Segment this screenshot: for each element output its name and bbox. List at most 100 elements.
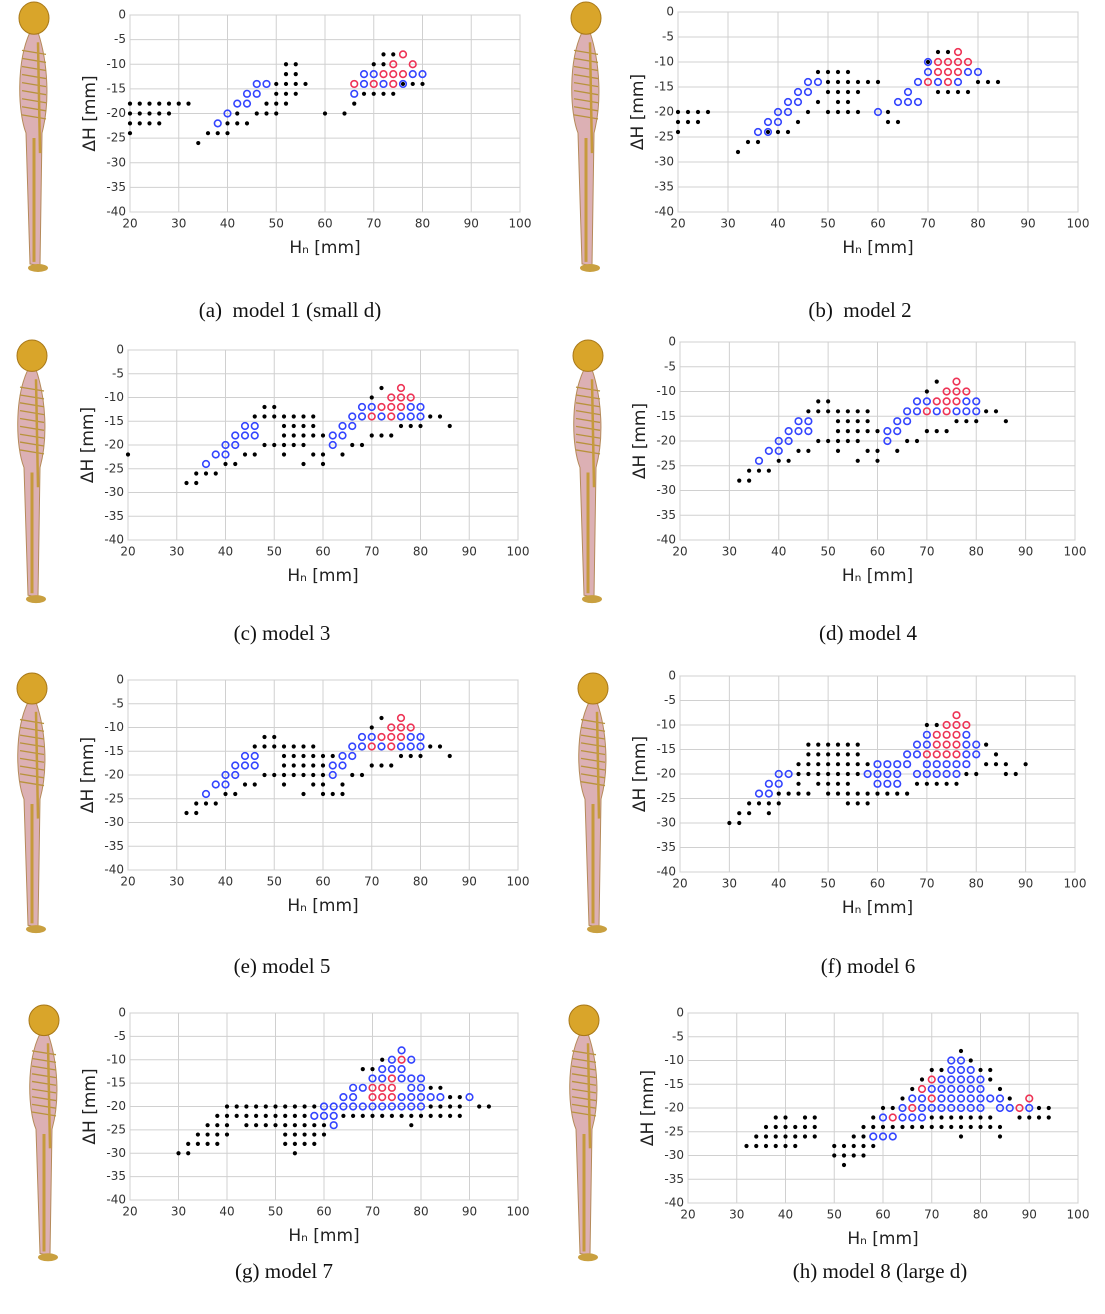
data-point [966,1065,975,1075]
data-point [224,1113,230,1118]
data-point [835,69,841,75]
data-point [358,1102,367,1111]
data-point [361,91,367,96]
data-point [875,79,881,85]
data-point [320,772,326,778]
data-point [937,1103,946,1113]
y-tick-label: -15 [104,414,124,428]
data-point [942,397,951,406]
data-point [302,1141,307,1146]
data-point [802,1115,808,1120]
data-point [252,782,257,787]
data-point [368,1083,377,1092]
data-point [292,1151,297,1156]
data-point [927,1075,936,1084]
x-tick-label: 20 [122,217,137,231]
data-point [389,79,398,89]
x-tick-label: 50 [820,877,835,891]
skeleton-rib [575,410,601,416]
skeleton-rib [580,742,606,748]
data-point [215,1141,220,1146]
y-tick-label: -10 [654,55,674,69]
data-point [293,91,298,96]
data-point [974,771,979,777]
data-point [196,140,201,146]
data-point [964,419,969,424]
data-point [389,433,394,438]
caption: (g) model 7 [235,1259,333,1283]
skeleton-rib [19,765,45,771]
data-point [416,1083,426,1092]
data-point [320,461,326,467]
y-tick-label: -10 [656,718,676,732]
data-point [919,1124,925,1130]
data-point [391,91,396,96]
data-point [942,769,951,779]
y-tick-label: -35 [654,180,674,194]
data-point [796,762,801,767]
data-point [917,1103,927,1113]
data-point [301,442,306,448]
data-point [291,772,296,778]
data-point [912,750,922,759]
data-point [311,423,316,429]
data-point [841,1153,847,1158]
skeleton-rib [19,433,45,439]
data-point [835,752,841,757]
data-point [302,1123,307,1128]
data-point [281,772,287,778]
y-tick-label: -30 [656,816,676,830]
data-point [407,1102,416,1111]
data-point [348,742,357,751]
data-point [727,820,732,826]
data-point [250,421,259,431]
y-tick-label: -5 [664,693,676,707]
data-point [377,402,386,412]
data-point [215,1123,220,1128]
data-point [387,1055,397,1064]
data-point [330,753,335,759]
data-point [747,478,752,483]
data-point [826,771,831,777]
data-point [1003,762,1008,767]
x-tick-label: 100 [509,217,532,231]
data-point [962,720,971,730]
data-point [1027,1115,1032,1120]
data-point [369,433,374,438]
data-point [978,1067,983,1073]
data-point [398,423,404,429]
data-point [855,79,861,85]
data-point [340,791,345,797]
data-point [418,753,423,759]
data-point [221,440,230,450]
data-point [908,1103,917,1113]
data-point [865,419,870,424]
data-point [845,742,850,747]
data-point [995,1103,1005,1113]
skeleton-rib [21,106,47,112]
data-point [231,431,240,440]
data-point [254,111,259,116]
data-point [845,89,851,95]
data-point [883,760,892,769]
data-point [357,742,367,751]
data-point [871,1115,876,1120]
data-point [225,121,230,126]
data-point [744,1143,749,1149]
data-point [912,740,922,749]
data-point [865,791,870,796]
skeleton-rib [575,417,601,424]
data-point [793,97,803,107]
data-point [301,461,306,467]
data-point [927,1084,936,1094]
data-point [221,450,230,459]
data-point [964,771,969,777]
skeleton-skull [577,672,609,705]
data-point [328,440,337,450]
skeleton-rib [571,1080,597,1086]
data-point [391,52,396,57]
data-point [448,1113,453,1118]
x-tick-label: 100 [1067,1208,1090,1222]
x-tick-label: 60 [870,545,885,559]
data-point [176,101,181,106]
